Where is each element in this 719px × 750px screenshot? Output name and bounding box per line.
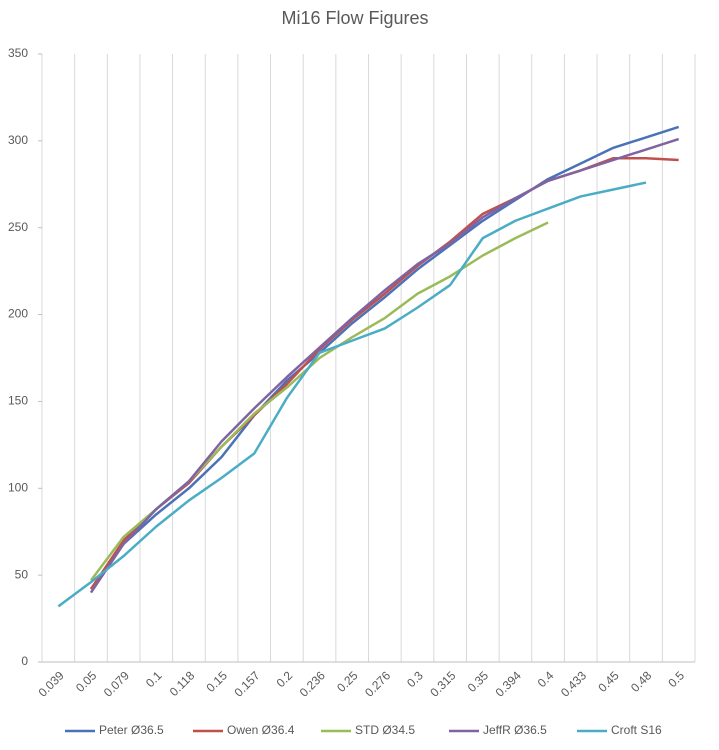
y-tick-label: 50 — [15, 567, 29, 581]
y-tick-label: 200 — [8, 307, 28, 321]
y-tick-label: 150 — [8, 394, 28, 408]
y-tick-label: 350 — [8, 46, 28, 60]
y-tick-label: 100 — [8, 480, 28, 494]
y-tick-label: 250 — [8, 220, 28, 234]
series-line — [89, 125, 680, 590]
y-tick-label: 0 — [21, 654, 28, 668]
series-line — [57, 181, 647, 608]
legend-label: JeffR Ø36.5 — [483, 723, 547, 737]
legend-label: Owen Ø36.4 — [227, 723, 295, 737]
series-line — [89, 137, 680, 594]
legend-label: Peter Ø36.5 — [99, 723, 164, 737]
y-tick-label: 300 — [8, 133, 28, 147]
legend-label: STD Ø34.5 — [355, 723, 415, 737]
chart-title: Mi16 Flow Figures — [281, 8, 428, 28]
legend-label: Croft S16 — [611, 723, 662, 737]
